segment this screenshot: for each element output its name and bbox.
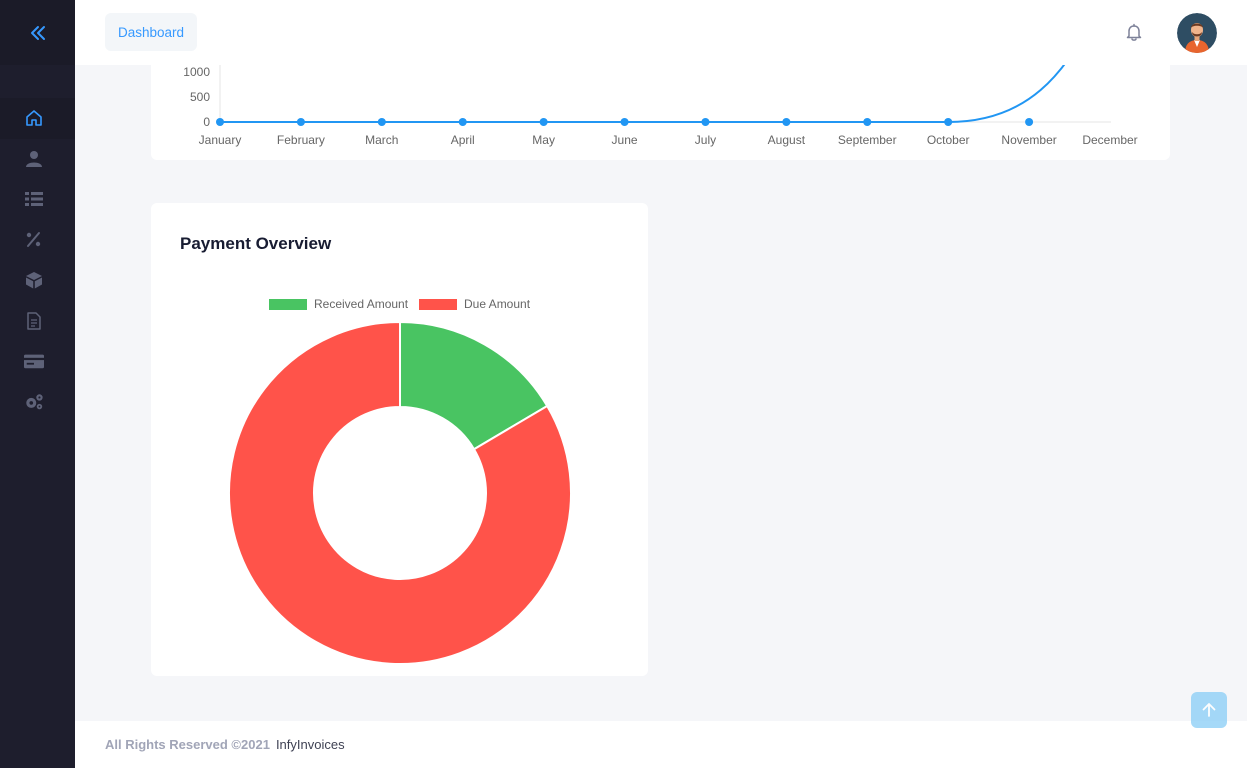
bell-icon bbox=[1126, 23, 1142, 41]
footer-copyright: All Rights Reserved ©2021 bbox=[105, 737, 270, 752]
data-point[interactable] bbox=[701, 118, 710, 126]
collapse-sidebar-button[interactable] bbox=[26, 21, 50, 45]
user-icon bbox=[26, 150, 42, 167]
x-tick-label: February bbox=[277, 133, 325, 147]
x-tick-label: June bbox=[612, 133, 638, 147]
x-tick-label: October bbox=[927, 133, 970, 147]
notifications-button[interactable] bbox=[1123, 21, 1145, 43]
sidebar-item-dashboard[interactable] bbox=[0, 98, 75, 139]
x-tick-label: November bbox=[1001, 133, 1056, 147]
payment-overview-title: Payment Overview bbox=[180, 234, 332, 253]
box-icon bbox=[26, 272, 42, 289]
sidebar-item-payments[interactable] bbox=[0, 341, 75, 382]
sales-line-chart: 1000 500 0 January February March April May June… bbox=[183, 0, 1138, 147]
sidebar-item-categories[interactable] bbox=[0, 179, 75, 220]
sidebar-item-taxes[interactable] bbox=[0, 220, 75, 261]
x-tick-label: August bbox=[768, 133, 806, 147]
payment-overview-card: Payment Overview Received Amount Due Amo… bbox=[151, 203, 648, 676]
data-point[interactable] bbox=[1025, 118, 1034, 126]
sidebar bbox=[0, 0, 75, 768]
x-tick-label: March bbox=[365, 133, 398, 147]
sidebar-item-settings[interactable] bbox=[0, 382, 75, 423]
footer-brand-link[interactable]: InfyInvoices bbox=[275, 737, 345, 752]
y-tick-label: 0 bbox=[203, 115, 210, 129]
home-icon bbox=[26, 110, 42, 127]
dashboard-breadcrumb[interactable]: Dashboard bbox=[105, 13, 198, 51]
x-tick-label: September bbox=[838, 133, 897, 147]
x-tick-label: July bbox=[695, 133, 716, 147]
donut-slice-due-amount[interactable] bbox=[228, 320, 572, 665]
legend-label-received: Received Amount bbox=[314, 297, 409, 311]
legend-swatch-received bbox=[269, 298, 307, 310]
donut-slice-received-amount[interactable] bbox=[399, 320, 549, 451]
y-tick-label: 500 bbox=[190, 90, 210, 104]
x-tick-label: April bbox=[451, 133, 475, 147]
double-chevron-left-icon bbox=[30, 25, 45, 40]
credit-card-icon bbox=[24, 354, 44, 369]
sidebar-item-products[interactable] bbox=[0, 260, 75, 301]
data-point[interactable] bbox=[620, 118, 629, 126]
file-icon bbox=[27, 312, 41, 330]
legend-due[interactable]: Due Amount bbox=[419, 297, 530, 311]
list-icon bbox=[25, 192, 43, 207]
data-point[interactable] bbox=[863, 118, 872, 126]
data-point[interactable] bbox=[216, 118, 224, 126]
legend-label-due: Due Amount bbox=[464, 297, 531, 311]
data-point[interactable] bbox=[377, 118, 386, 126]
payment-legend: Received Amount Due Amount bbox=[151, 297, 648, 313]
avatar-image bbox=[1177, 13, 1217, 53]
settings-icon bbox=[26, 394, 43, 410]
sidebar-brand-bar bbox=[0, 0, 75, 65]
top-header: Dashboard bbox=[75, 0, 1247, 65]
sidebar-item-clients[interactable] bbox=[0, 139, 75, 180]
sidebar-menu bbox=[0, 98, 75, 422]
x-tick-label: May bbox=[532, 133, 555, 147]
legend-received[interactable]: Received Amount bbox=[269, 297, 408, 311]
payment-donut-chart bbox=[228, 320, 572, 665]
data-point[interactable] bbox=[539, 118, 548, 126]
percent-icon bbox=[26, 231, 41, 247]
arrow-up-icon bbox=[1202, 703, 1216, 717]
legend-swatch-due bbox=[419, 298, 457, 310]
data-point[interactable] bbox=[944, 118, 953, 126]
x-tick-label: December bbox=[1082, 133, 1137, 147]
y-tick-label: 1000 bbox=[183, 65, 210, 79]
scroll-to-top-button[interactable] bbox=[1191, 692, 1227, 728]
data-point[interactable] bbox=[458, 118, 467, 126]
x-tick-label: January bbox=[199, 133, 242, 147]
user-avatar[interactable] bbox=[1177, 13, 1217, 53]
footer: All Rights Reserved ©2021 InfyInvoices bbox=[75, 721, 1247, 768]
data-point[interactable] bbox=[782, 118, 791, 126]
sidebar-item-invoices[interactable] bbox=[0, 301, 75, 342]
data-point[interactable] bbox=[296, 118, 305, 126]
